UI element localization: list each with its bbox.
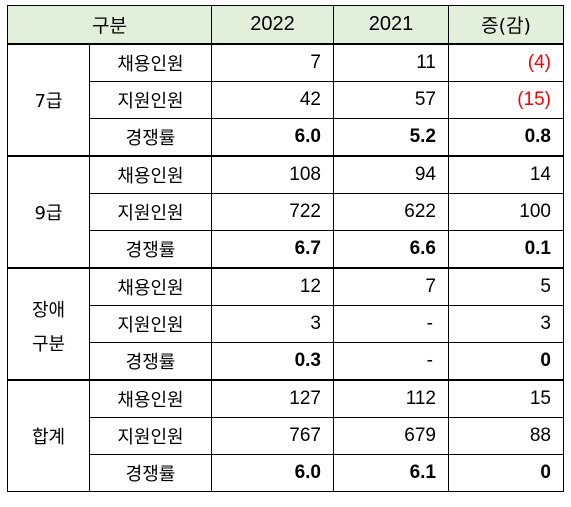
cell-change: 0.8	[448, 118, 564, 157]
table-row: 지원인원 42 57 (15)	[8, 81, 564, 119]
row-label: 경쟁률	[89, 342, 212, 381]
table-row: 경쟁률 0.3 - 0	[8, 342, 564, 381]
table-row: 합계 채용인원 127 112 15	[7, 379, 564, 492]
cell-2021: -	[333, 305, 449, 343]
cell-2022: 7	[211, 43, 334, 82]
header-category: 구분	[7, 5, 212, 45]
table-row: 경쟁률 6.0 6.1 0	[8, 454, 564, 492]
group-label: 장애 구분	[7, 267, 90, 381]
cell-2021: 11	[333, 43, 449, 82]
cell-change: 88	[448, 417, 564, 455]
cell-change: 5	[448, 267, 564, 306]
cell-change: 0	[448, 342, 564, 381]
row-label: 경쟁률	[89, 230, 212, 269]
row-label: 지원인원	[89, 305, 212, 343]
cell-2022: 6.7	[211, 230, 334, 269]
cell-change: 15	[448, 379, 564, 418]
cell-2021: 112	[333, 379, 449, 418]
group-label: 7급	[7, 43, 90, 157]
cell-2021: 7	[333, 267, 449, 306]
row-label: 채용인원	[89, 267, 212, 306]
cell-2021: 6.6	[333, 230, 449, 269]
table-row: 장애 구분 채용인원 12 7 5	[7, 267, 564, 381]
cell-change: 0	[448, 454, 564, 492]
group-label-line2: 구분	[31, 334, 66, 355]
cell-2022: 6.0	[211, 454, 334, 492]
row-label: 경쟁률	[89, 454, 212, 492]
header-change: 증(감)	[448, 5, 564, 45]
cell-2021: 57	[333, 81, 449, 119]
cell-change: (4)	[448, 43, 564, 82]
cell-2022: 42	[211, 81, 334, 119]
cell-2022: 6.0	[211, 118, 334, 157]
cell-2021: 94	[333, 155, 449, 194]
row-label: 채용인원	[89, 155, 212, 194]
cell-2022: 12	[211, 267, 334, 306]
group-label: 9급	[7, 155, 90, 269]
group-label: 합계	[7, 379, 90, 492]
cell-2021: 622	[333, 193, 449, 231]
cell-2021: -	[333, 342, 449, 381]
row-label: 지원인원	[89, 81, 212, 119]
cell-2022: 722	[211, 193, 334, 231]
cell-2021: 679	[333, 417, 449, 455]
cell-change: (15)	[448, 81, 564, 119]
row-label: 지원인원	[89, 193, 212, 231]
header-2022: 2022	[211, 5, 334, 45]
cell-change: 0.1	[448, 230, 564, 269]
table-row: 지원인원 767 679 88	[8, 417, 564, 455]
cell-2022: 767	[211, 417, 334, 455]
row-label: 채용인원	[89, 43, 212, 82]
cell-2022: 127	[211, 379, 334, 418]
cell-2021: 6.1	[333, 454, 449, 492]
group-label-line1: 장애	[31, 300, 66, 321]
header-2021: 2021	[333, 5, 449, 45]
cell-2022: 3	[211, 305, 334, 343]
table-row: 7급 채용인원 7 11 (4)	[7, 43, 564, 157]
table-row: 9급 채용인원 108 94 14	[7, 155, 564, 269]
row-label: 경쟁률	[89, 118, 212, 157]
table-row: 경쟁률 6.0 5.2 0.8	[8, 118, 564, 157]
recruitment-table: 구분 2022 2021 증(감) 7급 채용인원 7 11 (4) 지원인원 …	[7, 5, 564, 492]
cell-change: 3	[448, 305, 564, 343]
table-row: 경쟁률 6.7 6.6 0.1	[8, 230, 564, 269]
cell-2022: 0.3	[211, 342, 334, 381]
cell-change: 100	[448, 193, 564, 231]
cell-2022: 108	[211, 155, 334, 194]
row-label: 지원인원	[89, 417, 212, 455]
cell-change: 14	[448, 155, 564, 194]
header-row: 구분 2022 2021 증(감)	[7, 5, 564, 45]
row-label: 채용인원	[89, 379, 212, 418]
table-row: 지원인원 3 - 3	[8, 305, 564, 343]
table-row: 지원인원 722 622 100	[8, 193, 564, 231]
cell-2021: 5.2	[333, 118, 449, 157]
